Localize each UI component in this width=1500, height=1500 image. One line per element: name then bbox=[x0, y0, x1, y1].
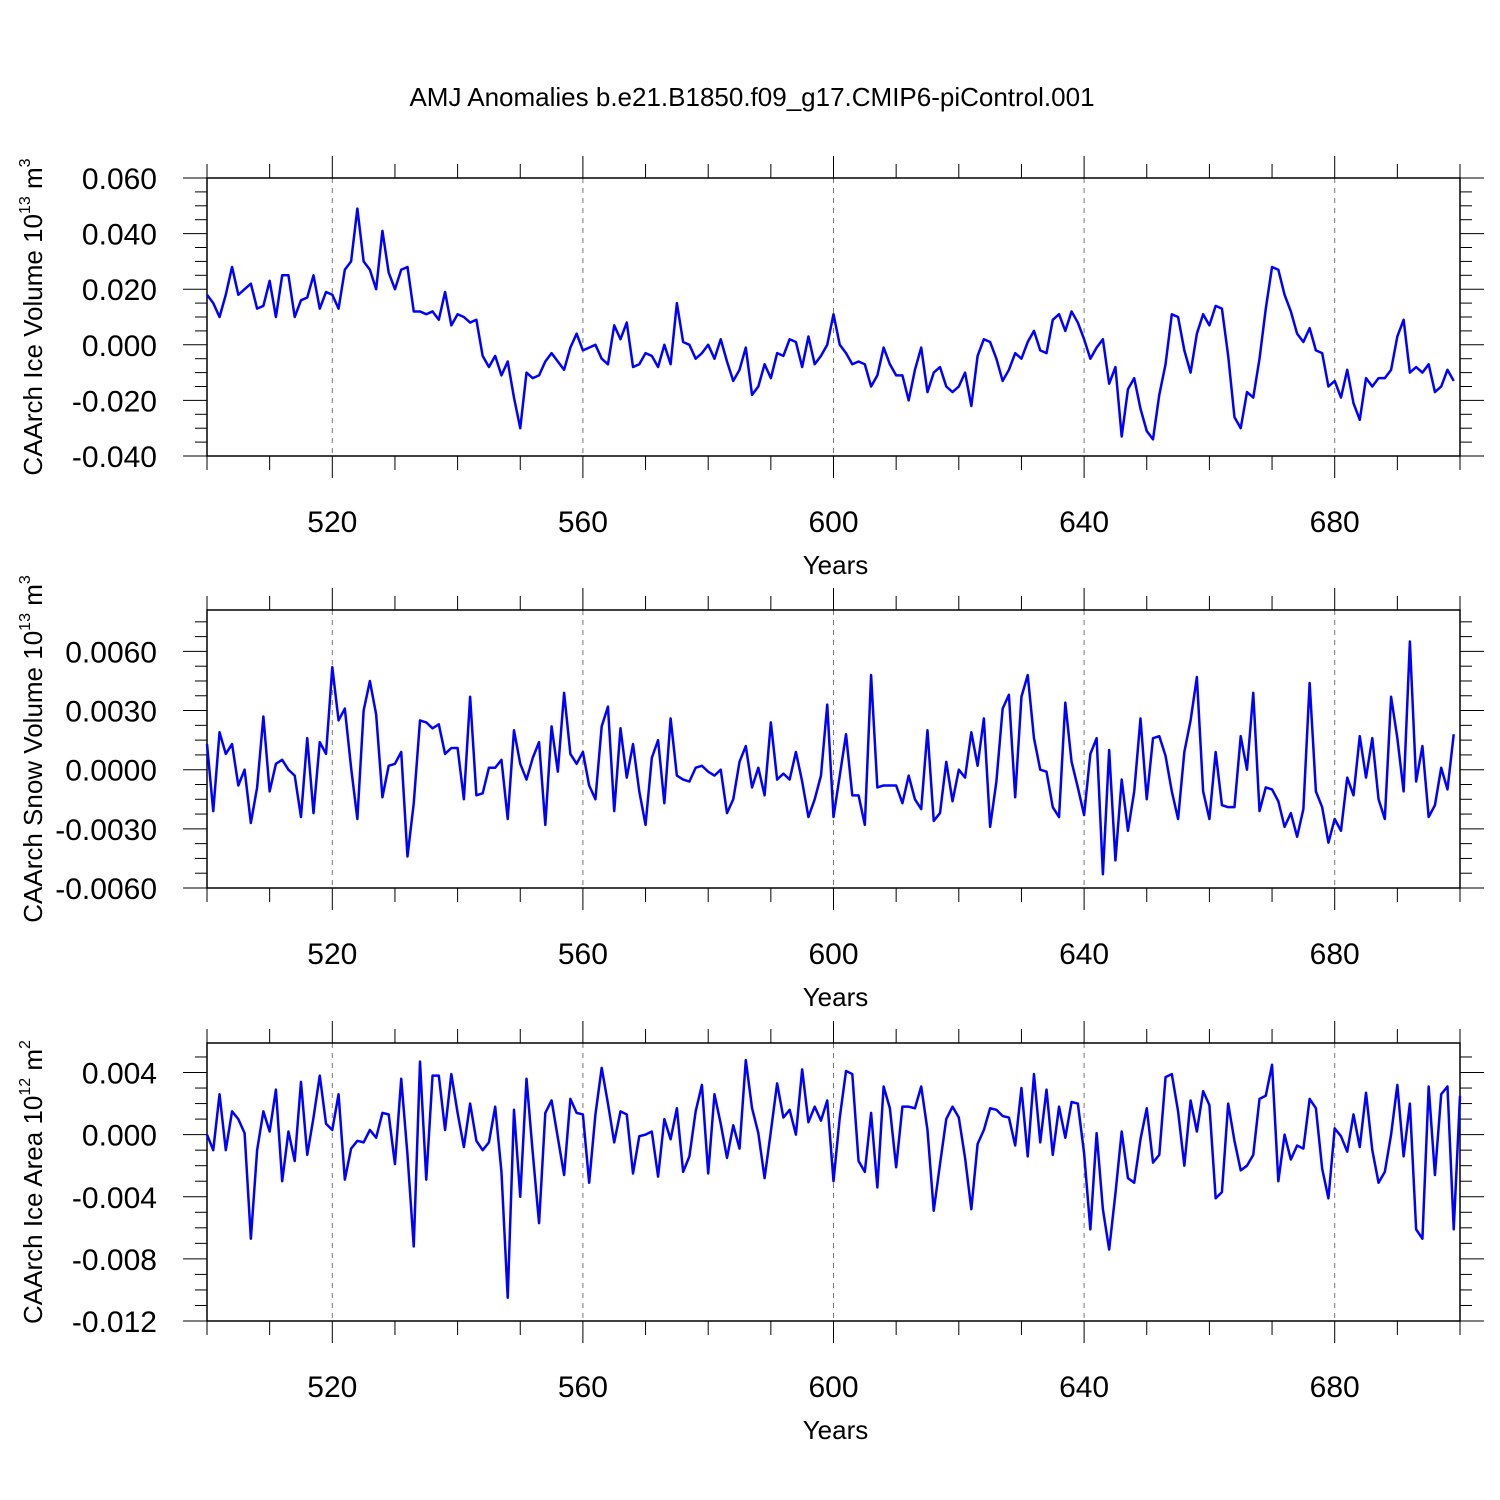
x-tick-label: 560 bbox=[558, 938, 608, 971]
x-tick-label: 560 bbox=[558, 506, 608, 539]
y-tick-label: 0.004 bbox=[82, 1058, 157, 1091]
x-tick-label: 560 bbox=[558, 1371, 608, 1404]
figure-title: AMJ Anomalies b.e21.B1850.f09_g17.CMIP6-… bbox=[409, 82, 1094, 112]
x-tick-label: 680 bbox=[1310, 1371, 1360, 1404]
x-tick-label: 600 bbox=[808, 938, 858, 971]
x-axis-label: Years bbox=[803, 1415, 869, 1445]
y-tick-label: 0.020 bbox=[82, 274, 157, 307]
y-tick-label: -0.040 bbox=[72, 441, 157, 474]
y-tick-label: 0.000 bbox=[82, 330, 157, 363]
series-line bbox=[205, 1058, 1462, 1299]
y-tick-label: -0.020 bbox=[72, 385, 157, 418]
y-tick-label: -0.008 bbox=[72, 1244, 157, 1277]
x-tick-label: 680 bbox=[1310, 938, 1360, 971]
series-line bbox=[206, 207, 1455, 441]
y-tick-label: -0.012 bbox=[72, 1306, 157, 1339]
x-tick-label: 640 bbox=[1059, 506, 1109, 539]
y-axis-label: CAArch Ice Area 1012 m2 bbox=[17, 1040, 48, 1324]
panel-2: -0.0060 -0.0030 0.0000 0.0030 0.0060 520 560 60… bbox=[17, 575, 1484, 1012]
y-axis-label: CAArch Snow Volume 1013 m3 bbox=[17, 575, 48, 923]
x-tick-label: 520 bbox=[307, 938, 357, 971]
x-tick-label: 600 bbox=[808, 506, 858, 539]
x-tick-label: 600 bbox=[808, 1371, 858, 1404]
y-tick-label: 0.000 bbox=[82, 1120, 157, 1153]
x-tick-label: 640 bbox=[1059, 938, 1109, 971]
y-tick-label: -0.0030 bbox=[55, 814, 157, 847]
x-tick-label: 640 bbox=[1059, 1371, 1109, 1404]
y-tick-label: 0.040 bbox=[82, 219, 157, 252]
y-tick-label: 0.0030 bbox=[65, 696, 157, 729]
x-tick-label: 680 bbox=[1310, 506, 1360, 539]
panels: -0.040 -0.020 0.000 0.020 0.040 0.060 520 560 60… bbox=[17, 156, 1484, 1445]
series-line bbox=[205, 640, 1455, 876]
y-axis-label: CAArch Ice Volume 1013 m3 bbox=[17, 158, 48, 475]
y-tick-label: 0.0060 bbox=[65, 636, 157, 669]
x-tick-label: 520 bbox=[307, 506, 357, 539]
panel-1: -0.040 -0.020 0.000 0.020 0.040 0.060 520 560 60… bbox=[17, 156, 1484, 580]
x-tick-label: 520 bbox=[307, 1371, 357, 1404]
y-tick-label: 0.060 bbox=[82, 163, 157, 196]
y-tick-label: -0.0060 bbox=[55, 873, 157, 906]
y-tick-label: -0.004 bbox=[72, 1182, 157, 1215]
panel-3: -0.012 -0.008 -0.004 0.000 0.004 520 560 600 640… bbox=[17, 1021, 1484, 1445]
x-axis-label: Years bbox=[803, 550, 869, 580]
y-tick-label: 0.0000 bbox=[65, 755, 157, 788]
x-axis-label: Years bbox=[803, 982, 869, 1012]
